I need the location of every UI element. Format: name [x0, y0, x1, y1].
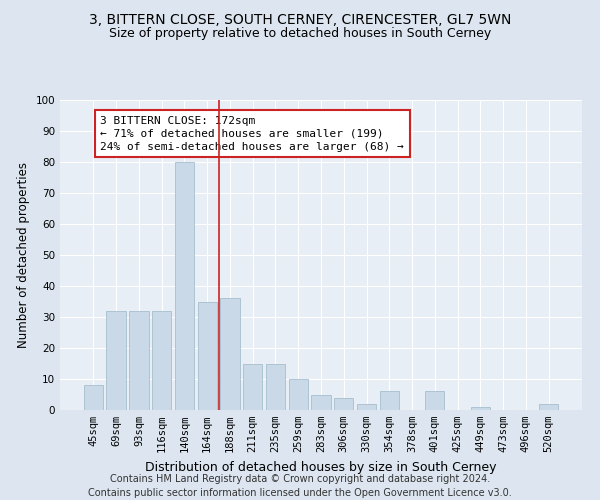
X-axis label: Distribution of detached houses by size in South Cerney: Distribution of detached houses by size …	[145, 460, 497, 473]
Bar	[84, 385, 103, 410]
Bar	[289, 379, 308, 410]
Bar	[311, 394, 331, 410]
Bar	[380, 392, 399, 410]
Text: Size of property relative to detached houses in South Cerney: Size of property relative to detached ho…	[109, 28, 491, 40]
Bar	[152, 311, 172, 410]
Y-axis label: Number of detached properties: Number of detached properties	[17, 162, 30, 348]
Text: Contains HM Land Registry data © Crown copyright and database right 2024.
Contai: Contains HM Land Registry data © Crown c…	[88, 474, 512, 498]
Bar	[266, 364, 285, 410]
Bar	[357, 404, 376, 410]
Bar	[425, 392, 445, 410]
Text: 3, BITTERN CLOSE, SOUTH CERNEY, CIRENCESTER, GL7 5WN: 3, BITTERN CLOSE, SOUTH CERNEY, CIRENCES…	[89, 12, 511, 26]
Bar	[470, 407, 490, 410]
Bar	[175, 162, 194, 410]
Text: 3 BITTERN CLOSE: 172sqm
← 71% of detached houses are smaller (199)
24% of semi-d: 3 BITTERN CLOSE: 172sqm ← 71% of detache…	[100, 116, 404, 152]
Bar	[539, 404, 558, 410]
Bar	[197, 302, 217, 410]
Bar	[106, 311, 126, 410]
Bar	[220, 298, 239, 410]
Bar	[243, 364, 262, 410]
Bar	[129, 311, 149, 410]
Bar	[334, 398, 353, 410]
